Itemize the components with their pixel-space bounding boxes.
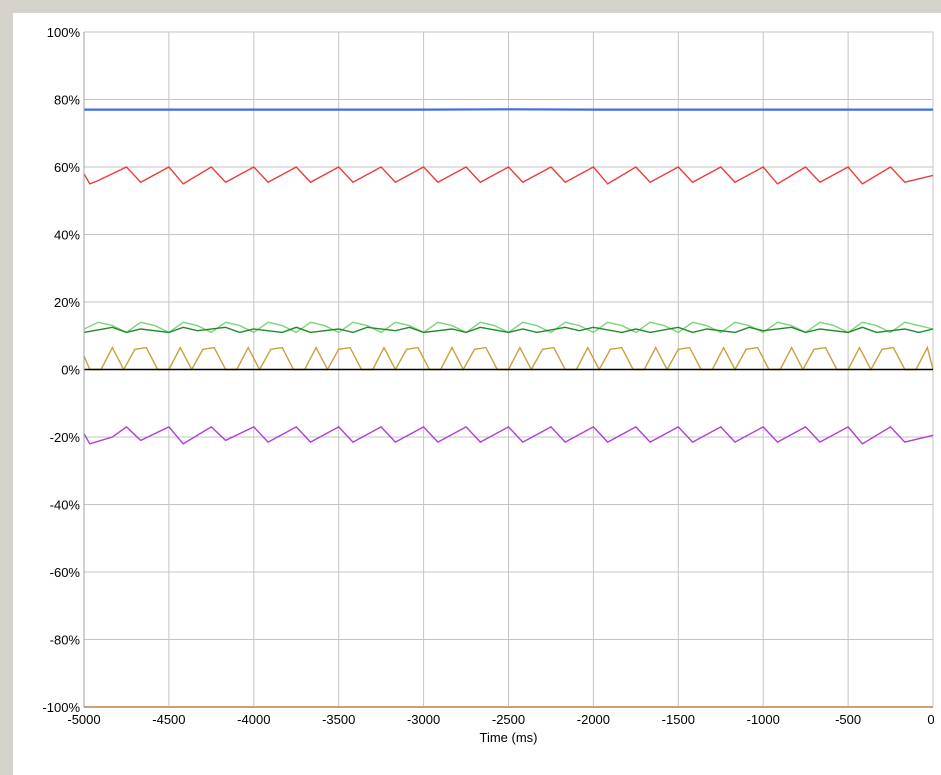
chart-panel: -5000 -4500 -4000 -3500 -3000 -2500 -2000 -1500… xyxy=(13,13,941,775)
y-tick-label: 60% xyxy=(54,160,80,175)
y-tick-label: -100% xyxy=(42,700,80,715)
y-tick-label: 100% xyxy=(47,25,81,40)
x-tick-label: -4000 xyxy=(237,712,270,727)
x-tick-label: -5000 xyxy=(67,712,100,727)
y-tick-label: 20% xyxy=(54,295,80,310)
y-tick-label: 0% xyxy=(61,363,80,378)
y-tick-label: -60% xyxy=(50,565,81,580)
x-axis-title: Time (ms) xyxy=(479,730,537,745)
series-line xyxy=(83,326,934,334)
x-tick-label: -1000 xyxy=(747,712,780,727)
y-tick-label: -20% xyxy=(50,430,81,445)
axes xyxy=(83,32,933,708)
x-tick-label: -4500 xyxy=(152,712,185,727)
y-tick-label: -40% xyxy=(50,498,81,513)
x-tick-label: -2500 xyxy=(492,712,525,727)
x-tick-label: 0 xyxy=(927,712,934,727)
x-tick-label: -3500 xyxy=(322,712,355,727)
x-tick-label: -1500 xyxy=(662,712,695,727)
y-tick-label: 40% xyxy=(54,228,80,243)
tick-labels: -5000 -4500 -4000 -3500 -3000 -2500 -2000 -1500… xyxy=(42,25,934,727)
y-tick-label: 80% xyxy=(54,93,80,108)
series-line xyxy=(83,425,934,445)
x-tick-label: -3000 xyxy=(407,712,440,727)
x-tick-label: -500 xyxy=(835,712,861,727)
y-tick-label: -80% xyxy=(50,633,81,648)
series-line xyxy=(83,166,934,185)
x-tick-label: -2000 xyxy=(577,712,610,727)
line-chart: -5000 -4500 -4000 -3500 -3000 -2500 -2000 -1500… xyxy=(42,25,934,745)
